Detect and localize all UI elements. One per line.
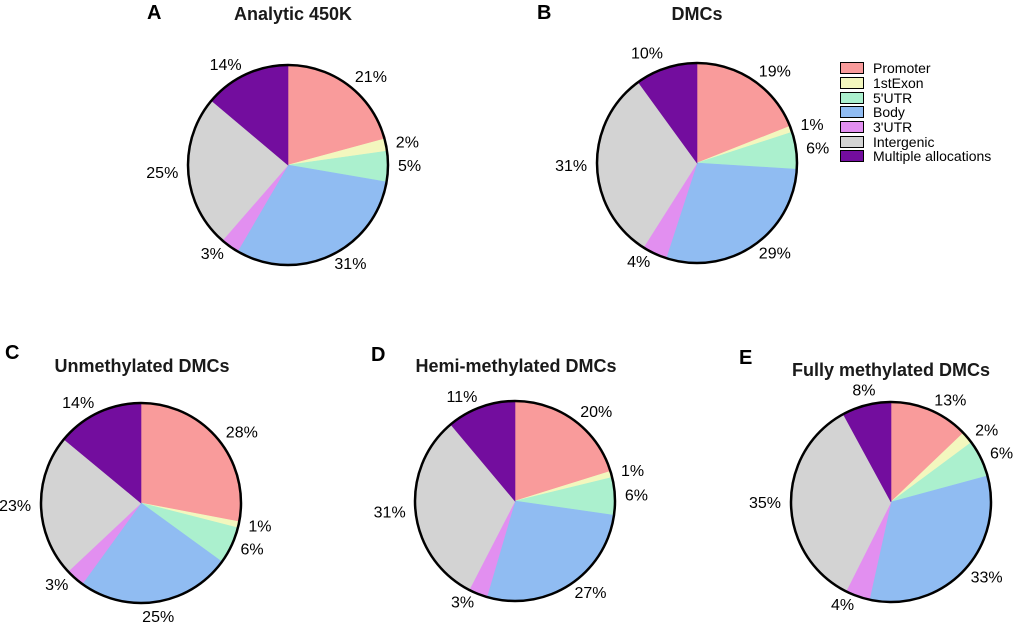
legend-item: 3'UTR — [840, 120, 991, 135]
panel-letter-a: A — [147, 2, 162, 24]
legend-item: Intergenic — [840, 134, 991, 149]
legend-swatch-icon — [840, 77, 864, 90]
pie-chart-dmcs: 19% 1% 6% 29% 4% 31% 10% — [555, 45, 829, 271]
legend-label: Promoter — [873, 60, 931, 77]
slice-value-label-5-utr: 5% — [398, 158, 421, 175]
slice-value-label-body: 31% — [334, 256, 366, 273]
slice-value-label-3-utr: 4% — [831, 597, 854, 614]
legend-item: 1stExon — [840, 76, 991, 91]
legend: Promoter 1stExon 5'UTR Body 3'UTR Intergenic M… — [840, 61, 991, 164]
legend-label: 1stExon — [873, 75, 924, 92]
slice-value-label-body: 27% — [575, 585, 607, 602]
slice-value-label-body: 33% — [971, 569, 1003, 586]
slice-value-label-3-utr: 3% — [201, 246, 224, 263]
legend-label: Multiple allocations — [873, 148, 992, 165]
slice-value-label-multiple-allocations: 8% — [852, 382, 875, 399]
slice-value-label-multiple-allocations: 11% — [447, 389, 478, 406]
slice-value-label-body: 25% — [142, 609, 174, 626]
slice-value-label-3-utr: 3% — [451, 595, 474, 612]
legend-swatch-icon — [840, 150, 864, 163]
slice-value-label-intergenic: 31% — [555, 158, 587, 175]
slice-value-label-1stexon: 2% — [975, 423, 998, 440]
legend-label: 5'UTR — [873, 89, 913, 106]
slice-value-label-1stexon: 1% — [248, 519, 271, 536]
slice-value-label-5-utr: 6% — [806, 141, 829, 158]
slice-value-label-1stexon: 1% — [621, 463, 644, 480]
pie-outline — [39, 401, 243, 605]
panel-letter-d: D — [371, 344, 386, 366]
slice-value-label-intergenic: 35% — [749, 495, 781, 512]
legend-swatch-icon — [840, 121, 864, 134]
slice-value-label-intergenic: 31% — [374, 505, 406, 522]
chart-title-b: DMCs — [671, 4, 723, 24]
slice-value-label-5-utr: 6% — [625, 487, 648, 504]
slice-value-label-intergenic: 25% — [146, 165, 178, 182]
slice-value-label-5-utr: 6% — [990, 446, 1013, 463]
chart-title-a: Analytic 450K — [233, 4, 353, 24]
slice-value-label-promoter: 21% — [355, 69, 387, 86]
legend-swatch-icon — [840, 106, 864, 119]
slice-value-label-1stexon: 2% — [396, 134, 419, 151]
chart-title-c: Unmethylated DMCs — [54, 356, 230, 376]
slice-value-label-promoter: 28% — [226, 424, 258, 441]
slice-value-label-3-utr: 3% — [45, 577, 68, 594]
slice-value-label-3-utr: 4% — [627, 254, 650, 271]
pie-outline — [789, 400, 993, 604]
slice-value-label-promoter: 20% — [580, 404, 612, 421]
slice-value-label-promoter: 13% — [934, 392, 966, 409]
slice-value-label-1stexon: 1% — [801, 117, 824, 134]
legend-swatch-icon — [840, 91, 864, 104]
legend-swatch-icon — [840, 62, 864, 75]
pie-chart-analytic-450k: 21% 2% 5% 31% 3% 25% 14% — [146, 57, 421, 273]
legend-item: Multiple allocations — [840, 149, 991, 164]
legend-swatch-icon — [840, 135, 864, 148]
slice-value-label-body: 29% — [759, 246, 791, 263]
pie-slice-promoter — [140, 402, 242, 523]
slice-value-label-multiple-allocations: 14% — [62, 395, 94, 412]
slice-value-label-multiple-allocations: 14% — [210, 57, 242, 74]
panel-letter-b: B — [537, 2, 552, 24]
pie-outline — [595, 61, 799, 265]
legend-label: Intergenic — [873, 133, 935, 150]
chart-title-e: Fully methylated DMCs — [791, 360, 991, 380]
slice-value-label-intergenic: 23% — [0, 498, 31, 515]
pie-chart-fully-methylated-dmcs: 13% 2% 6% 33% 4% 35% 8% — [749, 382, 1013, 614]
legend-item: 5'UTR — [840, 90, 991, 105]
legend-label: Body — [873, 104, 905, 121]
slice-value-label-5-utr: 6% — [241, 541, 264, 558]
pie-outline — [413, 399, 617, 603]
panel-letter-e: E — [739, 347, 753, 369]
chart-title-d: Hemi-methylated DMCs — [415, 356, 617, 376]
pie-outline — [186, 63, 390, 267]
slice-value-label-promoter: 19% — [759, 64, 791, 81]
pie-chart-hemi-methylated-dmcs: 20% 1% 6% 27% 3% 31% 11% — [374, 389, 648, 612]
legend-label: 3'UTR — [873, 119, 913, 136]
legend-item: Body — [840, 105, 991, 120]
pie-chart-unmethylated-dmcs: 28% 1% 6% 25% 3% 23% 14% — [0, 395, 272, 626]
panel-letter-c: C — [5, 342, 20, 364]
legend-item: Promoter — [840, 61, 991, 76]
slice-value-label-multiple-allocations: 10% — [631, 45, 663, 62]
